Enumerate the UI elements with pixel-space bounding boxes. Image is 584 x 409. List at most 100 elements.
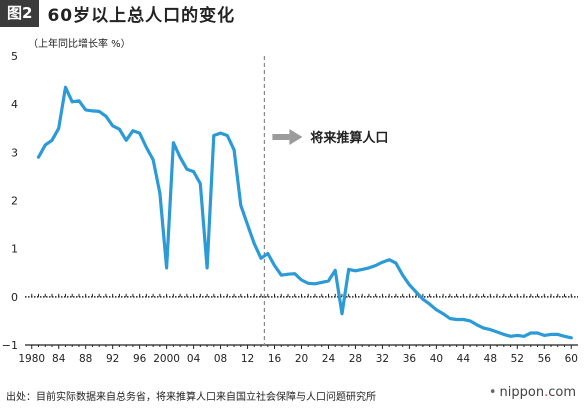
- data-point: [462, 318, 465, 321]
- x-tick-label: 56: [538, 353, 552, 365]
- x-tick-label: 2000: [153, 353, 180, 365]
- y-tick-label: 1: [11, 243, 18, 256]
- data-point: [489, 328, 492, 331]
- data-point: [543, 334, 546, 337]
- data-point: [253, 243, 256, 245]
- data-point: [91, 110, 94, 112]
- source-note: 出处：目前实际数据来自总务省，将来推算人口来自国立社会保障与人口问题研究所: [6, 392, 376, 403]
- data-point: [570, 336, 573, 339]
- data-point: [422, 298, 424, 301]
- data-point: [172, 141, 175, 144]
- data-point: [368, 267, 370, 269]
- brand-name: nippon: [499, 385, 545, 400]
- x-tick-label: 04: [187, 353, 201, 365]
- data-point: [314, 283, 316, 285]
- data-point: [192, 170, 195, 173]
- data-point: [44, 144, 47, 146]
- data-point: [273, 264, 276, 267]
- data-point: [132, 129, 134, 132]
- data-point: [260, 257, 262, 260]
- data-point: [536, 332, 539, 334]
- data-point: [105, 115, 107, 118]
- brand-dot-icon: •: [488, 385, 497, 400]
- data-point: [233, 149, 235, 151]
- data-point: [381, 261, 384, 263]
- x-tick-label: 32: [376, 353, 389, 365]
- arrow-shaft: [272, 134, 290, 140]
- data-point: [320, 281, 323, 284]
- data-point: [57, 127, 60, 130]
- y-tick-label: 5: [11, 50, 18, 63]
- data-point: [354, 270, 357, 272]
- data-point: [347, 268, 350, 271]
- x-tick-label: 48: [484, 353, 497, 365]
- data-point: [408, 283, 411, 286]
- data-point: [287, 273, 289, 275]
- data-point: [529, 332, 532, 334]
- data-point: [428, 303, 431, 305]
- data-point: [145, 146, 148, 149]
- data-point: [395, 262, 397, 264]
- data-point: [280, 274, 283, 276]
- data-point: [64, 86, 67, 89]
- x-tick-label: 60: [565, 353, 578, 365]
- data-point: [327, 280, 330, 282]
- x-tick-label: 16: [268, 353, 282, 365]
- figure-header: 图2 60岁以上总人口的变化: [0, 0, 235, 27]
- data-point: [476, 323, 478, 326]
- data-point: [199, 182, 202, 185]
- data-point: [401, 274, 404, 276]
- data-point: [186, 168, 188, 170]
- data-point: [503, 333, 505, 336]
- x-tick-label: 40: [430, 353, 443, 365]
- data-point: [111, 125, 114, 127]
- data-point: [98, 110, 100, 113]
- data-point: [556, 333, 559, 336]
- data-point: [550, 333, 552, 336]
- data-point: [266, 252, 269, 255]
- y-tick-label: 3: [11, 146, 18, 159]
- arrow-icon: [289, 129, 303, 145]
- data-point: [496, 331, 498, 333]
- data-point: [307, 282, 310, 285]
- data-point: [293, 272, 296, 275]
- data-point: [523, 335, 525, 338]
- x-tick-label: 20: [295, 353, 308, 365]
- data-point: [165, 267, 168, 269]
- brand-dot: .: [544, 385, 549, 400]
- data-point: [449, 317, 451, 320]
- figure-title: 60岁以上总人口的变化: [47, 6, 236, 26]
- x-tick-label: 08: [214, 353, 227, 365]
- series-line: [36, 85, 573, 340]
- brand-tld: com: [548, 385, 576, 400]
- data-point: [482, 327, 485, 329]
- data-point: [442, 312, 444, 315]
- data-point: [206, 267, 208, 269]
- x-tick-label: 28: [349, 353, 362, 365]
- x-tick-label: 44: [457, 353, 471, 365]
- data-point: [435, 309, 438, 311]
- x-tick-label: 12: [241, 353, 254, 365]
- data-point: [118, 128, 121, 131]
- data-point: [213, 134, 215, 137]
- data-point: [300, 279, 303, 281]
- y-tick-label: −1: [2, 339, 18, 352]
- data-point: [455, 318, 458, 321]
- data-point: [125, 139, 127, 142]
- data-point: [341, 312, 343, 315]
- x-tick-label: 84: [52, 353, 66, 365]
- data-point: [71, 100, 74, 103]
- data-point: [334, 269, 337, 272]
- y-tick-label: 4: [11, 98, 18, 111]
- data-point: [563, 335, 566, 338]
- x-tick-label: 96: [133, 353, 147, 365]
- x-tick-label: 24: [322, 353, 336, 365]
- data-point: [152, 158, 154, 161]
- x-tick-label: 88: [79, 353, 92, 365]
- data-point: [469, 320, 471, 322]
- data-point: [138, 132, 141, 134]
- projection-annotation: 将来推算人口: [310, 130, 388, 146]
- x-tick-label: 1980: [18, 353, 45, 365]
- data-point: [516, 334, 519, 337]
